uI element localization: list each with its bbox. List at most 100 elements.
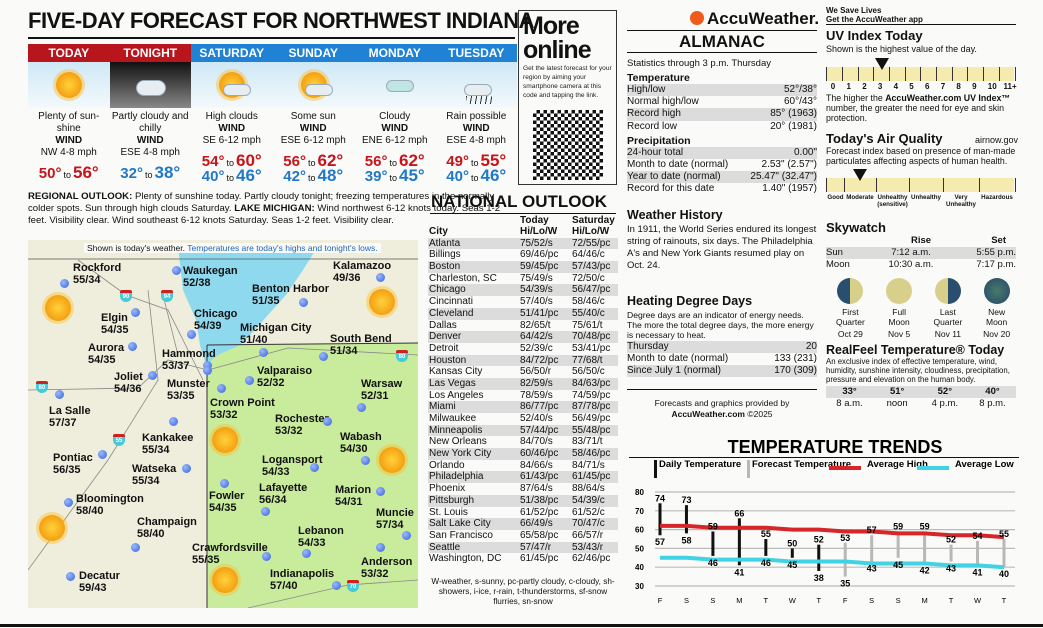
realfeel-time: 8 a.m.	[836, 397, 863, 409]
saturday-cell: 56/49/pc	[572, 413, 611, 424]
city-temp: 55/35	[192, 554, 220, 566]
table-row: New York City 60/46/pc 58/46/pc	[428, 448, 618, 460]
today-cell: 66/49/s	[520, 518, 553, 530]
high-value-label: 55	[761, 529, 771, 539]
table-row: Milwaukee 52/40/s 56/49/pc	[428, 413, 618, 425]
more-online-box[interactable]: More online Get the latest forecast for …	[518, 10, 617, 185]
phase-name: Quarter	[835, 316, 865, 327]
city-cell: Washington, DC	[429, 553, 502, 565]
today-cell: 86/77/pc	[520, 401, 559, 413]
y-tick-label: 50	[635, 544, 644, 553]
city-name: Lebanon	[298, 525, 344, 537]
table-row: Washington, DC 61/45/pc 62/46/pc	[428, 553, 618, 565]
forecast-icon-box	[272, 62, 354, 108]
city-name: Rockford	[73, 262, 122, 274]
city-dot	[128, 342, 137, 351]
app-link[interactable]: Get the AccuWeather app	[826, 15, 923, 24]
realfeel-temp: 52°	[937, 385, 952, 397]
heating-degree-days-text: Degree days are an indicator of energy n…	[627, 309, 814, 340]
saturday-cell: 61/45/pc	[572, 471, 611, 483]
city-label: Crown Point 53/32	[210, 397, 275, 421]
city-temp: 58/40	[76, 505, 104, 517]
divider	[627, 389, 817, 391]
city-temp: 51/40	[240, 334, 268, 346]
city-cell: Boston	[429, 261, 461, 273]
temp-low: 42°	[283, 168, 306, 185]
city-temp: 49/36	[333, 272, 361, 284]
phase-date: Oct 29	[837, 328, 863, 339]
moon-phase: Last Quarter Nov 11	[924, 277, 973, 339]
forecast-temperature-bar	[949, 544, 953, 562]
table-row: New Orleans 84/70/s 83/71/t	[428, 436, 618, 448]
rain-icon	[436, 62, 518, 108]
city-cell: New York City	[429, 448, 492, 460]
city-temp: 53/32	[361, 568, 389, 580]
lake-text: Wind northwest 6-12 knots today. Seas 1-…	[28, 203, 501, 226]
aq-category: Moderate	[846, 194, 874, 201]
divider	[627, 30, 817, 31]
airnow-link[interactable]: airnow.gov	[974, 135, 1018, 145]
forecast-temperature-bar	[976, 540, 980, 566]
forecast-details: Cloudy WIND ENE 6-12 mph	[354, 111, 436, 147]
city-name: Aurora	[88, 342, 125, 354]
city-label: Waukegan 52/38	[183, 265, 238, 289]
precipitation-heading: Precipitation	[627, 134, 691, 147]
saturday-cell: 53/41/pc	[572, 342, 611, 354]
table-row: Las Vegas 82/59/s 84/63/pc	[428, 377, 618, 390]
table-row: Denver 64/42/s 70/48/pc	[428, 331, 618, 343]
wind-label: WIND	[55, 135, 83, 146]
x-tick-label: T	[949, 596, 954, 605]
tagline: We Save Lives	[826, 6, 882, 15]
city-cell: Milwaukee	[429, 413, 477, 424]
city-label: Pontiac 56/35	[53, 452, 93, 476]
city-cell: Phoenix	[429, 483, 466, 495]
accuweather-sun-icon	[690, 11, 704, 25]
legend-label: Average High	[867, 459, 928, 470]
today-cell: 61/45/pc	[520, 553, 559, 565]
temp-low: 56°	[283, 153, 306, 170]
row-label: Month to date (normal)	[627, 158, 729, 170]
aq-divider	[844, 178, 845, 192]
city-temp: 53/32	[275, 425, 303, 437]
city-label: Joliet 54/36	[114, 371, 143, 395]
city-label: Decatur 59/43	[79, 570, 120, 594]
uv-index-scale	[826, 58, 1016, 81]
interstate-shield-icon: 55	[113, 434, 125, 446]
phase-date: Nov 20	[983, 328, 1011, 339]
forecast-icon-box	[28, 62, 110, 108]
city-label: Valparaiso 52/32	[257, 365, 312, 389]
almanac-row: Record low 20° (1981)	[627, 121, 817, 133]
forecast-details: Partly cloudy and chilly WIND ESE 4-8 mph	[110, 111, 192, 159]
uv-title: UV Index Today	[826, 28, 923, 43]
table-row: Philadelphia 61/43/pc 61/45/pc	[428, 471, 618, 484]
almanac-row: Month to date (normal) 133 (231)	[627, 353, 817, 365]
qr-code[interactable]	[533, 110, 603, 180]
to-label: to	[63, 170, 71, 180]
city-temp: 54/36	[114, 383, 142, 395]
city-dot	[55, 390, 64, 399]
x-tick-label: M	[921, 596, 927, 605]
today-cell: 52/39/c	[520, 342, 553, 354]
daily-temperature-bar	[658, 503, 662, 536]
interstate-shield-icon: 80	[36, 381, 48, 393]
city-temp: 57/37	[49, 417, 77, 429]
row-value: 25.47" (32.47")	[750, 171, 817, 183]
forecast-icon-box	[435, 62, 518, 108]
city-dot	[64, 498, 73, 507]
air-quality-subtitle: Forecast index based on presence of man-…	[826, 146, 1016, 166]
phase-name: Moon	[985, 316, 1008, 327]
legend-swatch	[747, 460, 750, 478]
high-value-label: 57	[867, 525, 877, 535]
outlook-label: REGIONAL OUTLOOK:	[28, 191, 133, 202]
city-cell: Orlando	[429, 459, 465, 471]
city-label: Muncie 57/34	[376, 507, 414, 531]
saturday-cell: 62/46/pc	[572, 553, 611, 565]
row-label: Month to date (normal)	[627, 352, 729, 364]
city-label: Bloomington 58/40	[76, 493, 144, 517]
temperature-range: 40° to 46°	[191, 166, 273, 186]
forecast-details: Plenty of sun-shine WIND NW 4-8 mph	[28, 111, 110, 159]
city-cell: Los Angeles	[429, 389, 484, 401]
city-cell: Salt Lake City	[429, 518, 491, 530]
today-cell: 65/58/pc	[520, 529, 559, 541]
high-value-label: 74	[655, 493, 665, 503]
